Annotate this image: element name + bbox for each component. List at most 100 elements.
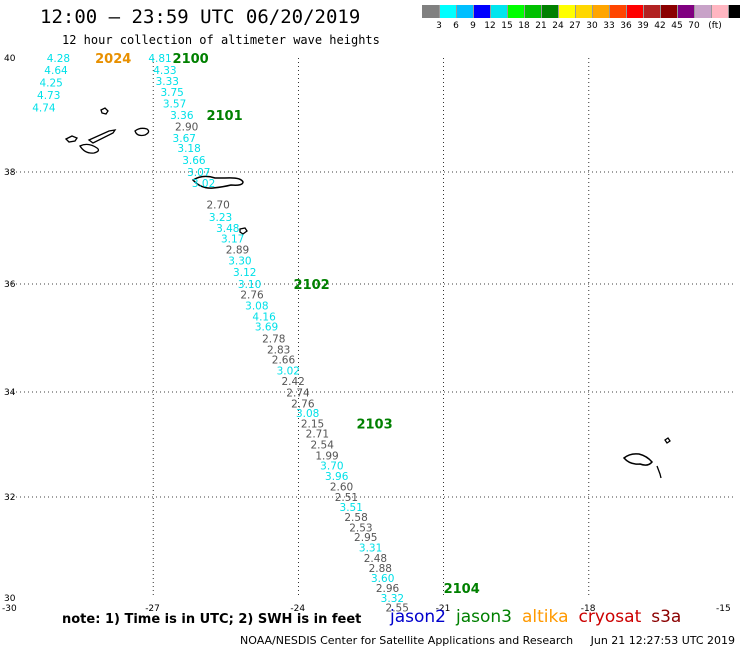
color-scale-swatch: [728, 5, 740, 18]
color-scale-swatch: [592, 5, 609, 18]
wave-height-value: 3.96: [325, 471, 349, 483]
wave-height-value: 3.02: [277, 365, 300, 377]
color-scale-label: 9: [470, 21, 476, 31]
color-scale-label: 30: [586, 21, 598, 31]
footer-credit: NOAA/NESDIS Center for Satellite Applica…: [240, 634, 735, 647]
color-scale-swatch: [609, 5, 626, 18]
wave-height-value: 2.83: [267, 344, 290, 356]
pass-time-labels: 2024 2100 2101 2102 2103 2104: [95, 52, 480, 597]
longitude-label: -18: [581, 604, 596, 612]
wave-height-value: 2.96: [376, 583, 400, 595]
latitude-label: 30: [4, 594, 16, 604]
wave-height-value: 3.75: [160, 87, 183, 99]
color-scale-swatch: [558, 5, 575, 18]
wave-height-value: 3.31: [359, 543, 382, 555]
wave-height-value: 3.23: [209, 212, 232, 224]
wave-height-value: 3.48: [216, 223, 239, 235]
color-scale-label: 3: [436, 21, 442, 31]
color-scale-label: 33: [603, 21, 615, 31]
satellite-jason2: jason2: [390, 607, 446, 627]
wave-height-value: 3.08: [296, 408, 319, 420]
color-scale-legend: 3 6 9 12 15 18 21 24 27 30 33 36 39 42 45 70 (ft): [422, 5, 740, 31]
wave-height-value: 2.71: [306, 428, 329, 440]
island-santa-maria: [239, 227, 248, 235]
wave-height-value: 3.69: [255, 322, 278, 334]
wave-height-value: 3.67: [173, 133, 196, 145]
satellite-s3a: s3a: [651, 607, 682, 627]
color-scale-swatch: [456, 5, 473, 18]
wave-height-value: 4.74: [32, 103, 56, 115]
color-scale-swatch: [575, 5, 592, 18]
wave-height-value: 2.48: [364, 553, 387, 565]
wave-height-value: 4.64: [44, 65, 68, 77]
wave-height-value: 3.51: [340, 502, 363, 514]
color-scale-label: 6: [453, 21, 459, 31]
color-scale-label: 27: [569, 21, 581, 31]
axis-labels: 40 38 36 34 32 30-30 -27 -24 -21 -18 -15: [2, 54, 731, 612]
wave-height-value: 2.90: [175, 121, 198, 133]
island-flores: [100, 107, 109, 115]
color-scale-label: 70: [688, 21, 700, 31]
wave-height-value: 3.07: [187, 167, 210, 179]
color-scale-swatch: [524, 5, 541, 18]
wave-height-value: 2.88: [369, 563, 392, 575]
pass-time-label: 2102: [294, 278, 330, 293]
color-scale-label: 36: [620, 21, 632, 31]
wave-height-value: 4.73: [37, 90, 60, 102]
color-scale-swatch: [422, 5, 439, 18]
satellite-legend: jason2 jason3 altika cryosat s3a: [390, 607, 691, 627]
color-scale-label: 39: [637, 21, 649, 31]
wave-height-value: 4.25: [39, 78, 62, 90]
wave-height-value: 3.08: [245, 301, 268, 313]
wave-height-value: 2.66: [272, 355, 296, 367]
island-desertas: [656, 465, 662, 479]
color-scale-label: 45: [671, 21, 683, 31]
island-sao-jorge: [87, 129, 117, 144]
longitude-label: -30: [2, 604, 17, 612]
wave-height-value: 4.81: [148, 53, 171, 65]
color-scale-swatch: [626, 5, 643, 18]
color-scale-label: 21: [535, 21, 547, 31]
wave-height-value: 2.78: [262, 334, 285, 346]
color-scale-label: 15: [501, 21, 513, 31]
pass-time-label: 2103: [356, 418, 392, 433]
wave-height-value: 2.76: [240, 289, 264, 301]
color-scale-swatch: [541, 5, 558, 18]
wave-height-value: 3.57: [163, 99, 186, 111]
wave-height-value: 3.02: [192, 178, 215, 190]
color-scale-label: 18: [518, 21, 530, 31]
wave-height-value: 3.66: [182, 155, 206, 167]
wave-height-value: 2.74: [286, 388, 310, 400]
satellite-jason3: jason3: [456, 607, 512, 627]
longitude-label: -21: [436, 604, 451, 612]
wave-height-value: 3.18: [177, 143, 200, 155]
map-subtitle: 12 hour collection of altimeter wave hei…: [62, 33, 380, 47]
latitude-label: 34: [4, 388, 16, 398]
satellite-cryosat: cryosat: [578, 607, 642, 627]
wave-height-value: 2.42: [281, 376, 304, 388]
wave-height-value: 4.16: [252, 311, 276, 323]
wave-height-value: 2.70: [206, 199, 229, 211]
wave-height-value: 2.89: [226, 244, 249, 256]
latitude-label: 40: [4, 54, 16, 64]
graticule: [8, 58, 734, 598]
wave-height-value: 4.33: [153, 65, 176, 77]
island-corvo: [64, 135, 78, 143]
color-scale-swatch: [439, 5, 456, 18]
color-scale-swatch: [660, 5, 677, 18]
island-sao-miguel: [191, 175, 244, 189]
color-scale-swatch: [711, 5, 728, 18]
wave-height-value: 2.55: [386, 603, 409, 612]
latitude-label: 32: [4, 493, 15, 503]
color-scale-label: 42: [654, 21, 666, 31]
wave-height-value: 2.51: [335, 492, 358, 504]
island-porto-santo: [664, 437, 671, 444]
color-scale-swatch: [507, 5, 524, 18]
wave-height-value: 2.15: [301, 419, 324, 431]
island-pico: [79, 143, 100, 154]
footer-note: note: 1) Time is in UTC; 2) SWH is in fe…: [62, 612, 362, 627]
island-madeira: [622, 453, 653, 466]
longitude-label: -27: [145, 604, 160, 612]
map-title: 12:00 – 23:59 UTC 06/20/2019: [40, 6, 361, 28]
